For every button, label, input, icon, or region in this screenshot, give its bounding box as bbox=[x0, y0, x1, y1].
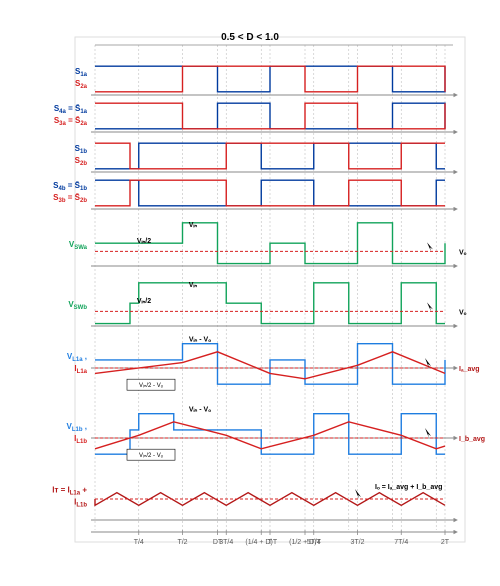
note-hi: Vᵢₙ - Vₒ bbox=[189, 407, 211, 414]
note-lo: Vᵢₙ/2 - Vₒ bbox=[139, 453, 164, 459]
note-vin: Vᵢₙ bbox=[189, 282, 198, 289]
svg-text:VSWa: VSWa bbox=[69, 240, 88, 251]
panel-label: IL1b bbox=[74, 434, 87, 445]
svg-text:S4b = S̄1b: S4b = S̄1b bbox=[53, 181, 87, 192]
note-vin2: Vᵢₙ/2 bbox=[137, 298, 151, 305]
note-vo: Vₒ bbox=[459, 309, 467, 316]
timing-diagram: 0.5 < D < 1.0 S1aS2a S4a = S̄1aS3a = S̄2a S… bbox=[0, 0, 500, 586]
panel-label: S1b bbox=[75, 144, 88, 155]
note-iavg: Iₐ_avg bbox=[459, 366, 480, 373]
svg-text:S2a: S2a bbox=[75, 79, 88, 90]
svg-text:S2b: S2b bbox=[75, 156, 88, 167]
svg-text:S3a = S̄2a: S3a = S̄2a bbox=[54, 116, 88, 127]
x-tick-label: 3T/2 bbox=[350, 539, 364, 546]
x-tick-label: T/2 bbox=[177, 539, 187, 546]
panel-label: S1a bbox=[75, 67, 88, 78]
svg-text:S1b: S1b bbox=[75, 144, 88, 155]
svg-text:IL1a: IL1a bbox=[74, 364, 87, 375]
pulse-trace bbox=[95, 143, 445, 169]
svg-text:S3b = S̄2b: S3b = S̄2b bbox=[53, 193, 87, 204]
panel-label: IL1a bbox=[74, 364, 87, 375]
x-tick-label: 5T/4 bbox=[307, 539, 321, 546]
svg-text:S1a: S1a bbox=[75, 67, 88, 78]
svg-text:VSWb: VSWb bbox=[68, 300, 87, 311]
panel-label: S2a bbox=[75, 79, 88, 90]
svg-text:IL1b: IL1b bbox=[74, 434, 87, 445]
panel-label: VL1a , bbox=[67, 352, 87, 363]
note-lo: Vᵢₙ/2 - Vₒ bbox=[139, 383, 164, 389]
pulse-trace bbox=[95, 66, 445, 92]
svg-text:Iᴛ = IL1a +: Iᴛ = IL1a + bbox=[52, 486, 87, 497]
note-vin: Vᵢₙ bbox=[189, 222, 198, 229]
panel-label: IL1b bbox=[74, 498, 87, 509]
x-tick-label: T/4 bbox=[134, 539, 144, 546]
panel-label: VSWa bbox=[69, 240, 88, 251]
panel-label: VSWb bbox=[68, 300, 87, 311]
note-iavg: I_b_avg bbox=[459, 436, 485, 443]
x-tick-label: (1/4 + D)T bbox=[245, 539, 277, 546]
note-io: Iₒ = Iₐ_avg + I_b_avg bbox=[375, 484, 442, 491]
x-tick-label: T bbox=[268, 539, 273, 546]
diagram-title: 0.5 < D < 1.0 bbox=[221, 32, 279, 43]
x-tick-label: 3T/4 bbox=[219, 539, 233, 546]
svg-text:VL1b ,: VL1b , bbox=[67, 422, 87, 433]
note-vo: Vₒ bbox=[459, 249, 467, 256]
pulse-trace bbox=[95, 143, 445, 169]
diagram-svg: 0.5 < D < 1.0 S1aS2a S4a = S̄1aS3a = S̄2a S… bbox=[0, 0, 500, 586]
panel-label: S3a = S̄2a bbox=[54, 116, 88, 127]
panel-label: Iᴛ = IL1a + bbox=[52, 486, 87, 497]
x-tick-label: 2T bbox=[441, 539, 450, 546]
svg-text:VL1a ,: VL1a , bbox=[67, 352, 87, 363]
svg-text:IL1b: IL1b bbox=[74, 498, 87, 509]
pulse-trace bbox=[95, 103, 445, 129]
panel-label: S2b bbox=[75, 156, 88, 167]
panel-label: S4a = S̄1a bbox=[54, 104, 88, 115]
panel-label: S3b = S̄2b bbox=[53, 193, 87, 204]
note-hi: Vᵢₙ - Vₒ bbox=[189, 337, 211, 344]
note-vin2: Vᵢₙ/2 bbox=[137, 238, 151, 245]
panel-label: VL1b , bbox=[67, 422, 87, 433]
x-tick-label: 7T/4 bbox=[394, 539, 408, 546]
svg-text:S4a = S̄1a: S4a = S̄1a bbox=[54, 104, 88, 115]
panel-label: S4b = S̄1b bbox=[53, 181, 87, 192]
